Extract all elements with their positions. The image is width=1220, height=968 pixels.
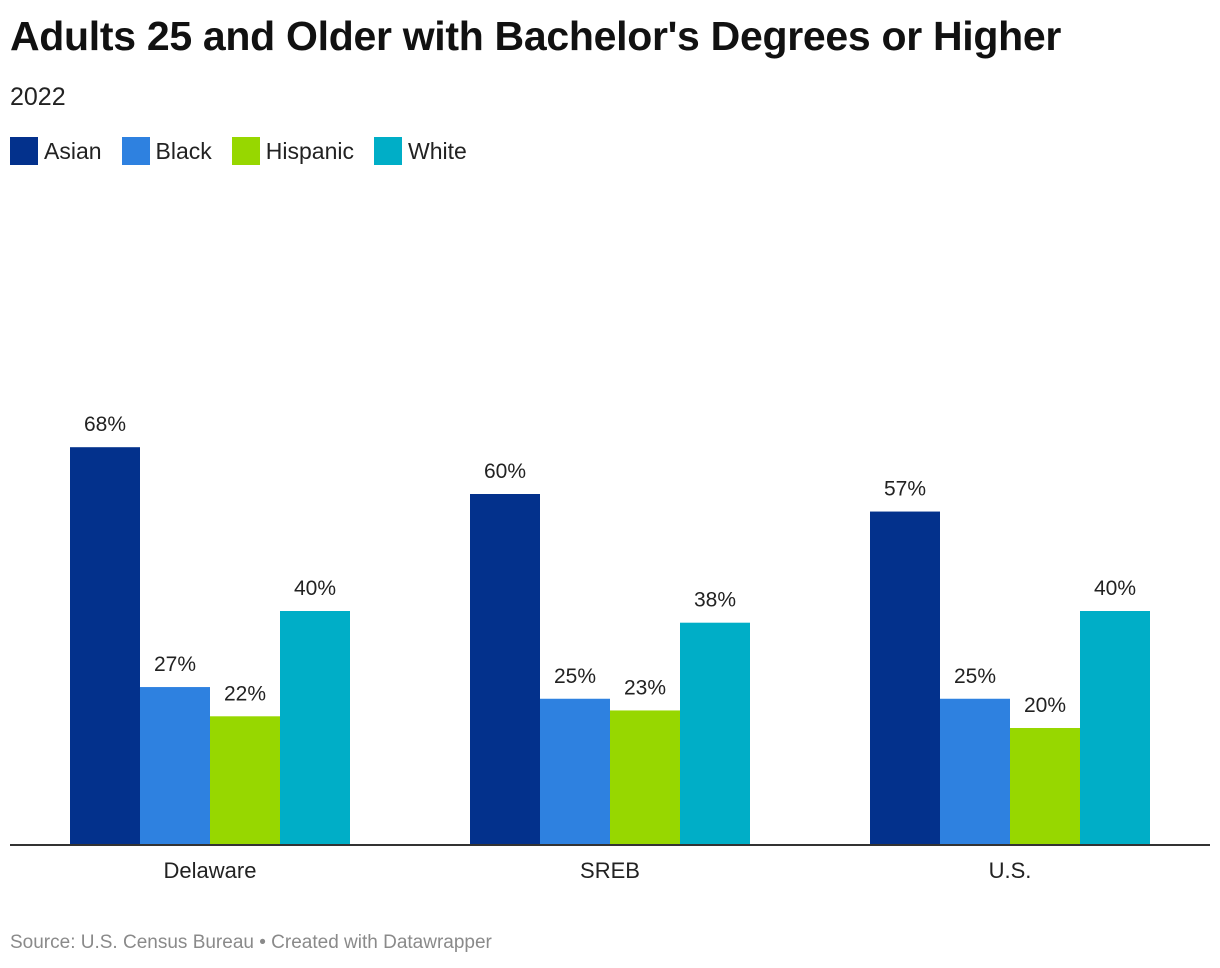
bar-u-s-white [1080, 611, 1150, 845]
legend-swatch-hispanic [231, 137, 260, 165]
bar-delaware-hispanic [210, 716, 280, 845]
data-label-u-s-asian: 57% [884, 478, 926, 501]
bar-sreb-asian [470, 494, 540, 845]
x-tick-label-sreb: SREB [580, 858, 640, 883]
data-label-sreb-black: 25% [554, 665, 596, 688]
legend-swatch-black [121, 137, 150, 165]
x-tick-label-delaware: Delaware [164, 858, 257, 883]
legend-swatch-white [374, 137, 403, 165]
legend-label-white: White [408, 138, 467, 164]
legend-item-hispanic: Hispanic [231, 136, 355, 166]
legend-item-white: White [374, 136, 467, 166]
chart-subtitle: 2022 [10, 83, 66, 111]
data-label-u-s-white: 40% [1094, 577, 1136, 600]
data-label-sreb-white: 38% [694, 589, 736, 612]
bar-sreb-white [680, 622, 750, 845]
chart-title: Adults 25 and Older with Bachelor's Degr… [10, 13, 1062, 59]
bar-sreb-black [540, 698, 610, 845]
legend-item-black: Black [121, 136, 212, 166]
data-label-sreb-hispanic: 23% [624, 676, 666, 699]
legend-label-black: Black [155, 138, 212, 164]
data-label-sreb-asian: 60% [484, 460, 526, 483]
data-label-delaware-black: 27% [154, 653, 196, 676]
legend-label-asian: Asian [44, 138, 102, 164]
data-label-delaware-asian: 68% [84, 413, 126, 436]
bar-u-s-black [940, 698, 1010, 845]
legend-label-hispanic: Hispanic [265, 138, 355, 164]
data-label-u-s-hispanic: 20% [1024, 694, 1066, 717]
data-label-delaware-hispanic: 22% [224, 682, 266, 705]
bar-u-s-hispanic [1010, 728, 1080, 845]
legend: Asian Black Hispanic White [10, 135, 487, 167]
data-label-delaware-white: 40% [294, 577, 336, 600]
bar-chart: 68% 27% 22% 40% Delaware 60% 25% 23% 38% SREB 57% 2… [10, 413, 1210, 883]
bar-u-s-asian [870, 511, 940, 845]
legend-swatch-asian [10, 137, 38, 165]
bar-sreb-hispanic [610, 710, 680, 845]
x-tick-label-u-s: U.S. [989, 858, 1032, 883]
legend-item-asian: Asian [10, 136, 102, 166]
bar-delaware-black [140, 687, 210, 845]
bar-delaware-white [280, 611, 350, 845]
source-note: Source: U.S. Census Bureau • Created wit… [10, 932, 492, 953]
bar-delaware-asian [70, 447, 140, 845]
data-label-u-s-black: 25% [954, 665, 996, 688]
